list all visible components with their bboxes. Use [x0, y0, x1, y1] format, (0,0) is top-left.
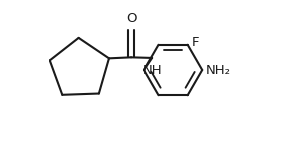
Text: NH: NH: [143, 64, 163, 77]
Text: O: O: [126, 12, 136, 25]
Text: NH₂: NH₂: [206, 64, 231, 78]
Text: F: F: [192, 36, 200, 49]
